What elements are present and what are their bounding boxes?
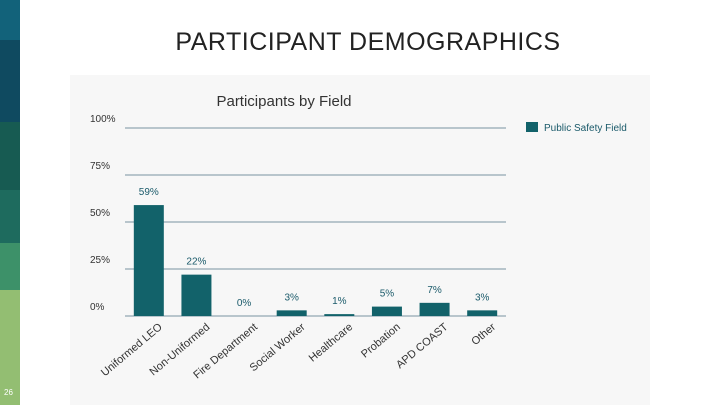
data-label: 7% bbox=[427, 285, 442, 296]
y-tick-label: 75% bbox=[90, 161, 110, 172]
data-label: 5% bbox=[380, 289, 395, 300]
data-label: 0% bbox=[237, 298, 252, 309]
x-tick-label: APD COAST bbox=[394, 321, 451, 371]
sidebar-band bbox=[0, 40, 20, 122]
data-label: 3% bbox=[475, 292, 490, 303]
data-label: 1% bbox=[332, 296, 347, 307]
bar-chart: Participants by Field 0% 25% 50% 75% 100% 59… bbox=[90, 93, 627, 381]
x-tick-label: Healthcare bbox=[307, 321, 355, 364]
bar bbox=[133, 205, 164, 316]
legend-swatch bbox=[526, 122, 538, 132]
bar bbox=[181, 274, 212, 316]
chart-panel: Participants by Field 0% 25% 50% 75% 100% 59… bbox=[70, 75, 650, 405]
page-number: 26 bbox=[4, 388, 13, 397]
sidebar-band bbox=[0, 290, 20, 405]
x-tick-label: Probation bbox=[359, 321, 403, 360]
sidebar-band bbox=[0, 243, 20, 290]
sidebar-band bbox=[0, 0, 20, 40]
sidebar-band bbox=[0, 122, 20, 190]
y-tick-label: 50% bbox=[90, 208, 110, 219]
legend-label: Public Safety Field bbox=[544, 123, 627, 134]
bar bbox=[276, 310, 307, 316]
bar bbox=[324, 314, 355, 316]
y-tick-label: 0% bbox=[90, 302, 105, 313]
data-label: 59% bbox=[139, 187, 159, 198]
sidebar-accent-bar bbox=[0, 0, 20, 405]
x-tick-label: Other bbox=[469, 321, 498, 348]
chart-title: Participants by Field bbox=[216, 93, 351, 110]
sidebar-band bbox=[0, 190, 20, 243]
y-tick-label: 25% bbox=[90, 255, 110, 266]
bar bbox=[467, 310, 498, 316]
y-tick-label: 100% bbox=[90, 114, 116, 125]
data-label: 22% bbox=[186, 257, 206, 268]
bar bbox=[371, 306, 402, 316]
data-label: 3% bbox=[284, 292, 299, 303]
slide-title: PARTICIPANT DEMOGRAPHICS bbox=[175, 28, 561, 56]
bar bbox=[419, 302, 450, 316]
